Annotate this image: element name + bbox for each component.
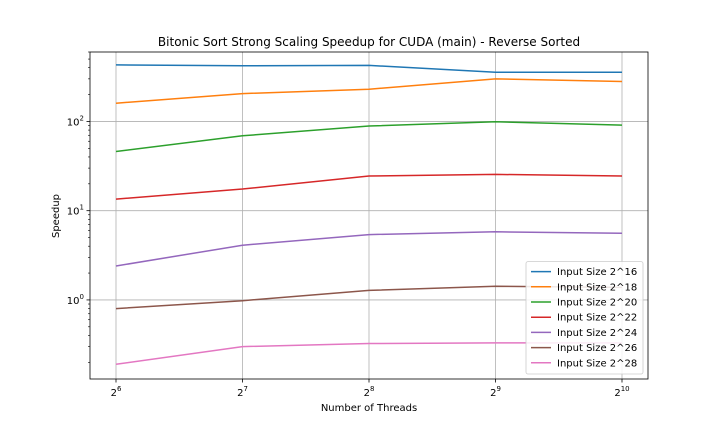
legend-box [525,261,644,375]
legend: Input Size 2^16 Input Size 2^18 Input Size… [525,261,644,375]
legend-label: Input Size 2^28 [557,358,637,369]
series-line-5 [115,231,623,267]
series-line-2 [115,78,623,104]
x-axis-label: Number of Threads [321,403,417,414]
series-line-4 [115,173,623,200]
x-tick-label: 26 [111,385,122,399]
y-tick-label: 102 [67,114,84,128]
series-lines [115,64,623,366]
y-tick-label: 100 [67,293,84,307]
x-tick-label: 27 [237,385,248,399]
y-axis-label: Speedup [51,194,62,238]
legend-label: Input Size 2^24 [557,328,637,339]
series-line-1 [115,64,622,74]
y-axis-ticks: 100 101 102 [67,51,90,363]
legend-label: Input Size 2^20 [557,298,637,309]
x-tick-label: 210 [614,385,629,399]
x-tick-label: 29 [490,385,501,399]
legend-label: Input Size 2^22 [557,313,637,324]
y-tick-label: 101 [67,204,84,218]
chart-title: Bitonic Sort Strong Scaling Speedup for … [158,35,580,49]
series-line-3 [115,121,623,153]
legend-label: Input Size 2^18 [557,282,637,293]
legend-label: Input Size 2^26 [557,343,637,354]
x-axis-ticks: 26 27 28 29 210 [111,379,630,399]
x-tick-label: 28 [364,385,375,399]
legend-label: Input Size 2^16 [557,267,637,278]
